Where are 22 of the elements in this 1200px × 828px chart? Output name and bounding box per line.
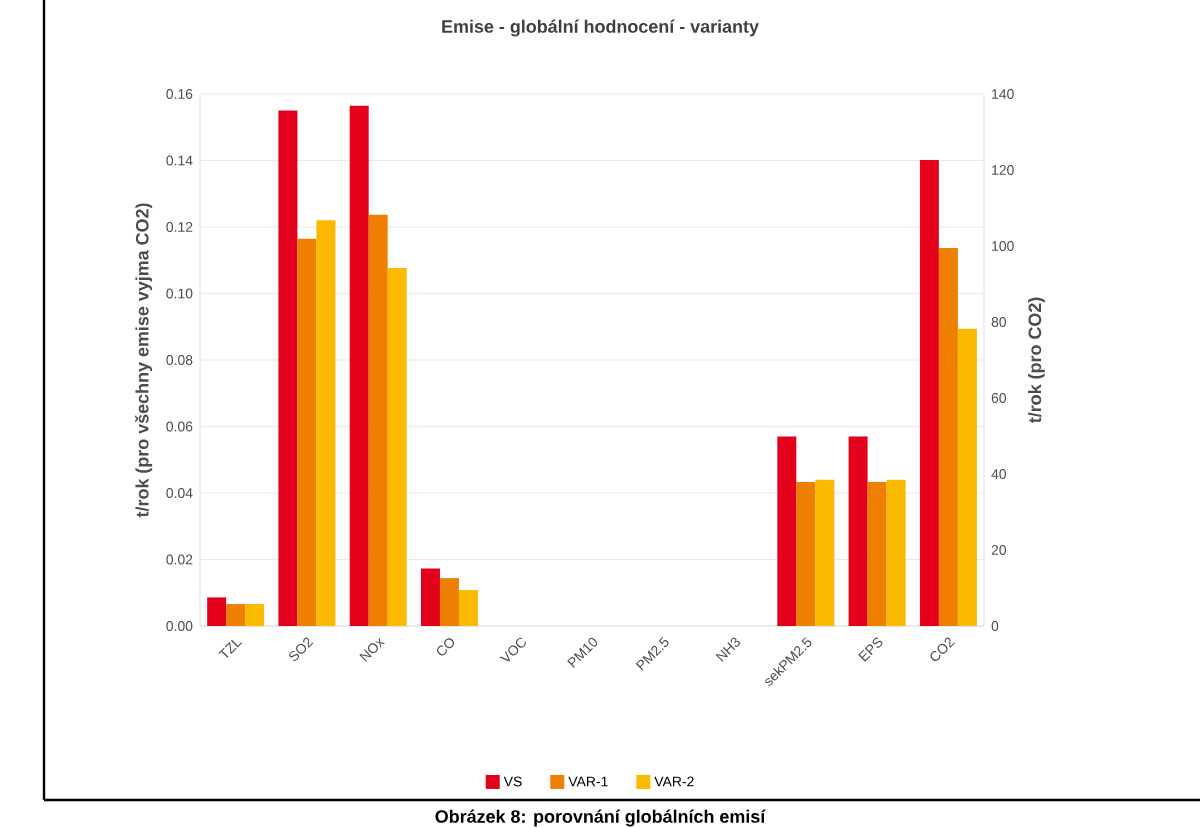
bar (316, 220, 336, 626)
bar (278, 110, 298, 626)
bar (207, 597, 227, 626)
bar (886, 479, 906, 626)
y-axis-title: t/rok (pro všechny emise vyjma CO2) (135, 203, 153, 518)
bar (226, 604, 246, 626)
bar (796, 482, 816, 626)
bar (867, 482, 887, 626)
text: Obrázek 8: porovnání globálních emisí (435, 809, 766, 827)
bar (420, 568, 440, 626)
bar (368, 214, 388, 626)
bar (777, 436, 797, 626)
bar (848, 436, 868, 626)
chart-title: Emise - globální hodnocení - varianty (442, 19, 759, 37)
bar (458, 590, 478, 626)
bar (387, 267, 407, 626)
bar (349, 105, 369, 626)
bar (439, 578, 459, 626)
bar (297, 238, 317, 626)
bar (815, 479, 835, 626)
y2-axis-title: t/rok (pro CO2) (1028, 297, 1045, 424)
bar (245, 604, 265, 626)
